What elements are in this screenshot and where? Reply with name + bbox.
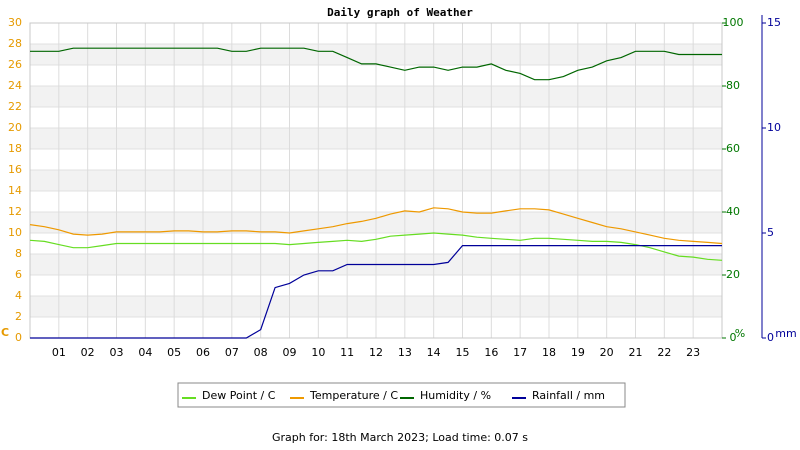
y3-tick-label: 0 [767, 331, 774, 344]
x-tick-label: 18 [542, 346, 556, 359]
x-tick-label: 04 [138, 346, 152, 359]
x-tick-label: 11 [340, 346, 354, 359]
x-tick-label: 06 [196, 346, 210, 359]
series-line [30, 47, 722, 81]
series-line [30, 245, 722, 339]
y3-tick-label: 5 [767, 226, 774, 239]
y-tick-label: 4 [15, 289, 22, 302]
y3-axis-label: mm [775, 327, 796, 340]
chart-title: Daily graph of Weather [327, 6, 473, 19]
x-tick-label: 08 [254, 346, 268, 359]
y-tick-label: 6 [15, 268, 22, 281]
y-tick-label: 14 [8, 184, 22, 197]
y3-tick-label: 10 [767, 121, 781, 134]
x-tick-label: 03 [110, 346, 124, 359]
x-tick-label: 16 [484, 346, 498, 359]
legend-box [177, 382, 626, 408]
y-tick-label: 12 [8, 205, 22, 218]
x-tick-label: 01 [52, 346, 66, 359]
x-tick-label: 17 [513, 346, 527, 359]
y2-tick-label: 100 [723, 16, 744, 29]
plot-frame [29, 22, 723, 339]
y2-tick-label: 60 [726, 142, 740, 155]
y-tick-label: 8 [15, 247, 22, 260]
x-tick-label: 09 [283, 346, 297, 359]
y-tick-label: 22 [8, 100, 22, 113]
footer: Graph for: 18th March 2023; Load time: 0… [272, 431, 528, 444]
y2-tick-label: 40 [726, 205, 740, 218]
y-tick-label: 0 [15, 331, 22, 344]
x-tick-label: 05 [167, 346, 181, 359]
x-tick-label: 21 [629, 346, 643, 359]
y3-tick-label: 15 [767, 16, 781, 29]
x-tick-label: 10 [311, 346, 325, 359]
y2-tick-label: 0 [730, 331, 737, 344]
x-tick-label: 12 [369, 346, 383, 359]
x-tick-label: 19 [571, 346, 585, 359]
y-tick-label: 2 [15, 310, 22, 323]
legend-label: Temperature / C [309, 389, 398, 402]
y-tick-label: 16 [8, 163, 22, 176]
x-tick-label: 13 [398, 346, 412, 359]
legend-label: Dew Point / C [202, 389, 276, 402]
y-axis-label: C [1, 326, 9, 339]
x-tick-label: 07 [225, 346, 239, 359]
y-tick-label: 10 [8, 226, 22, 239]
legend-label: Rainfall / mm [532, 389, 605, 402]
series-line [29, 232, 723, 261]
y2-tick-label: 20 [726, 268, 740, 281]
y-tick-label: 24 [8, 79, 22, 92]
y2-tick-label: 80 [726, 79, 740, 92]
x-tick-label: 14 [427, 346, 441, 359]
x-tick-label: 20 [600, 346, 614, 359]
x-tick-label: 23 [686, 346, 700, 359]
legend-label: Humidity / % [420, 389, 491, 402]
series-line [29, 207, 723, 245]
x-tick-label: 22 [657, 346, 671, 359]
y-tick-label: 28 [8, 37, 22, 50]
y-tick-label: 30 [8, 16, 22, 29]
y-tick-label: 26 [8, 58, 22, 71]
x-tick-label: 02 [81, 346, 95, 359]
y-tick-label: 20 [8, 121, 22, 134]
y-tick-label: 18 [8, 142, 22, 155]
x-tick-label: 15 [456, 346, 470, 359]
y2-axis-label: % [735, 327, 745, 340]
